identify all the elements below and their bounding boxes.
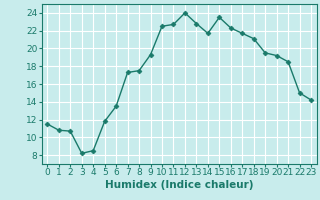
X-axis label: Humidex (Indice chaleur): Humidex (Indice chaleur) [105,180,253,190]
